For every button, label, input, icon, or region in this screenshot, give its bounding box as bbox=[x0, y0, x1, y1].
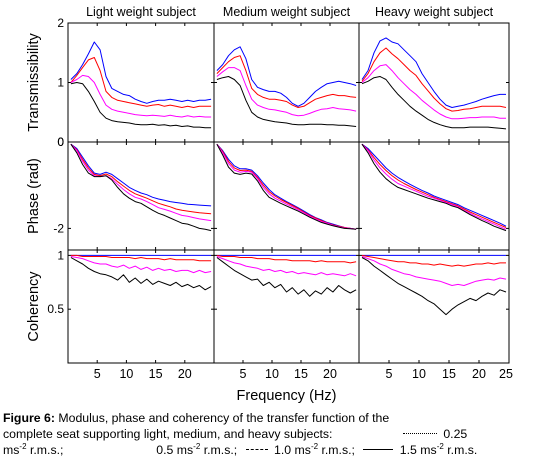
x-tick-label: 20 bbox=[178, 367, 192, 381]
series-line bbox=[70, 254, 212, 262]
caption-line-3: ms-2 r.m.s.; 0.5 ms-2 r.m.s.; 1.0 ms-2 r… bbox=[3, 442, 531, 458]
caption-label: Figure 6: bbox=[3, 411, 55, 425]
y-tick-label: 2 bbox=[57, 16, 64, 30]
series-line bbox=[361, 143, 507, 230]
series-line bbox=[361, 143, 507, 232]
series-line bbox=[70, 41, 212, 104]
caption-text-2: complete seat supporting light, medium, … bbox=[3, 427, 333, 441]
x-axis-label: Frequency (Hz) bbox=[237, 388, 337, 404]
legend-10-label: 1.0 ms bbox=[274, 443, 311, 457]
column-title: Heavy weight subject bbox=[375, 5, 494, 19]
legend-dashed-swatch bbox=[245, 449, 268, 451]
series-line bbox=[361, 47, 507, 112]
y-axis-label: Phase (rad) bbox=[26, 158, 42, 234]
panel-frame bbox=[358, 22, 510, 143]
series-line bbox=[216, 46, 357, 107]
series-line bbox=[70, 143, 212, 232]
y-tick-label: -2 bbox=[53, 221, 64, 235]
series-line bbox=[216, 143, 357, 230]
series-line bbox=[70, 143, 212, 222]
panel-frame bbox=[213, 22, 360, 143]
x-tick-label: 25 bbox=[499, 367, 513, 381]
caption-rms-end: r.m.s. bbox=[443, 443, 478, 457]
figure-caption: Figure 6: Modulus, phase and coherency o… bbox=[3, 410, 531, 458]
series-line bbox=[216, 143, 357, 230]
column-title: Medium weight subject bbox=[223, 5, 351, 19]
legend-025-label: 0.25 bbox=[443, 427, 468, 441]
series-line bbox=[216, 254, 357, 264]
series-line bbox=[216, 76, 357, 127]
x-tick-label: 20 bbox=[323, 367, 337, 381]
x-tick-label: 5 bbox=[386, 367, 393, 381]
y-axis-label: Transmissibility bbox=[26, 32, 42, 131]
series-line bbox=[70, 143, 212, 215]
caption-line-1: Figure 6: Modulus, phase and coherency o… bbox=[3, 410, 531, 426]
series-line bbox=[70, 256, 212, 274]
legend-solid-swatch bbox=[363, 449, 394, 451]
series-line bbox=[216, 67, 357, 117]
legend-05-label: 0.5 ms bbox=[156, 443, 194, 457]
series-line bbox=[361, 76, 507, 130]
series-line bbox=[216, 256, 357, 277]
series-line bbox=[361, 64, 506, 120]
caption-line-2: complete seat supporting light, medium, … bbox=[3, 426, 531, 442]
x-tick-label: 10 bbox=[119, 367, 133, 381]
caption-sup-3: -2 bbox=[310, 441, 319, 451]
series-line bbox=[216, 257, 357, 297]
series-line bbox=[70, 74, 212, 118]
series-line bbox=[361, 257, 507, 316]
panel-frame bbox=[67, 249, 215, 364]
x-tick-label: 10 bbox=[412, 367, 426, 381]
series-line bbox=[361, 37, 506, 108]
y-tick-label: 1 bbox=[57, 248, 64, 262]
series-line bbox=[70, 82, 212, 129]
x-tick-label: 15 bbox=[149, 367, 163, 381]
series-line bbox=[361, 143, 507, 227]
caption-rms-1: r.m.s.; bbox=[26, 443, 64, 457]
x-tick-label: 5 bbox=[240, 367, 247, 381]
x-tick-label: 20 bbox=[472, 367, 486, 381]
x-tick-label: 15 bbox=[294, 367, 308, 381]
panel-frame bbox=[358, 249, 510, 364]
series-line bbox=[216, 143, 357, 230]
y-axis-label: Coherency bbox=[26, 271, 42, 342]
y-tick-label: 0 bbox=[57, 135, 64, 149]
series-line bbox=[361, 256, 507, 286]
series-line bbox=[216, 143, 357, 230]
caption-sup-4: -2 bbox=[436, 441, 444, 451]
legend-dotted-swatch bbox=[402, 433, 437, 435]
y-tick-label: 0 bbox=[57, 135, 64, 149]
caption-text-1: Modulus, phase and coherency of the tran… bbox=[58, 411, 390, 425]
panel-frame bbox=[213, 141, 360, 251]
caption-rms-3: r.m.s.; bbox=[318, 443, 355, 457]
series-line bbox=[361, 254, 506, 267]
panel-frame bbox=[213, 249, 360, 364]
caption-sup-1: -2 bbox=[19, 441, 27, 451]
caption-sup-2: -2 bbox=[193, 441, 201, 451]
y-tick-label: 0.5 bbox=[47, 302, 64, 316]
series-line bbox=[361, 143, 507, 228]
y-tick-label: 1 bbox=[57, 76, 64, 90]
series-line bbox=[70, 257, 212, 291]
x-tick-label: 10 bbox=[265, 367, 279, 381]
x-tick-label: 5 bbox=[94, 367, 101, 381]
column-title: Light weight subject bbox=[86, 5, 196, 19]
series-line bbox=[70, 57, 212, 108]
x-tick-label: 15 bbox=[442, 367, 456, 381]
series-line bbox=[70, 143, 212, 207]
legend-15-label: 1.5 ms bbox=[399, 443, 437, 457]
caption-rms-2: r.m.s.; bbox=[200, 443, 238, 457]
figure-chart: Light weight subject Medium weight subjec… bbox=[26, 5, 513, 404]
series-line bbox=[216, 55, 357, 108]
caption-unit-start: ms bbox=[3, 443, 20, 457]
panel-frame bbox=[67, 22, 215, 143]
